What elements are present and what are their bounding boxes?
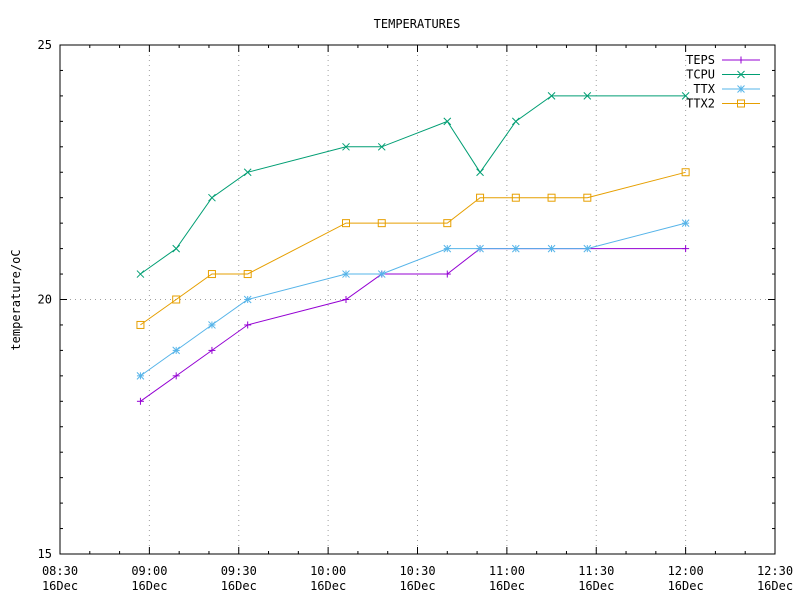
- x-tick-label-time: 12:00: [668, 564, 704, 578]
- y-axis-label: temperature/oC: [9, 249, 23, 350]
- axis-ticks: 15202508:3016Dec09:0016Dec09:3016Dec10:0…: [38, 38, 794, 593]
- x-tick-label-date: 16Dec: [221, 579, 257, 593]
- x-tick-label-date: 16Dec: [131, 579, 167, 593]
- legend-label-tcpu: TCPU: [686, 68, 715, 82]
- series-line-tcpu: [140, 95, 686, 275]
- data-point-ttx2: [511, 193, 520, 202]
- data-point-ttx: [208, 321, 216, 329]
- data-point-ttx2: [342, 219, 350, 228]
- x-tick-label-date: 16Dec: [757, 579, 793, 593]
- data-point-ttx2: [172, 295, 181, 304]
- data-point-ttx2: [136, 320, 145, 329]
- data-point-ttx: [511, 244, 520, 253]
- y-tick-label: 25: [38, 38, 52, 52]
- data-point-ttx: [443, 244, 452, 253]
- data-point-tcpu: [172, 244, 181, 253]
- data-point-tcpu: [681, 92, 690, 100]
- data-point-tcpu: [377, 142, 386, 151]
- legend-marker-teps: [737, 56, 745, 64]
- data-point-tcpu: [511, 117, 520, 126]
- x-tick-label-time: 12:30: [757, 564, 793, 578]
- data-point-ttx: [342, 270, 350, 278]
- data-point-teps: [208, 346, 216, 354]
- legend-marker-tcpu: [737, 70, 745, 79]
- data-point-ttx2: [243, 270, 252, 279]
- y-tick-label: 20: [38, 293, 52, 307]
- legend-label-ttx2: TTX2: [686, 97, 715, 111]
- data-point-teps: [342, 296, 350, 303]
- legend-label-teps: TEPS: [686, 53, 715, 67]
- x-tick-label-time: 11:00: [489, 564, 525, 578]
- x-tick-label-time: 09:00: [131, 564, 167, 578]
- x-tick-label-date: 16Dec: [578, 579, 614, 593]
- data-point-ttx2: [583, 193, 592, 202]
- data-point-ttx2: [443, 219, 452, 228]
- data-point-ttx: [243, 295, 252, 304]
- data-point-tcpu: [342, 142, 350, 151]
- legend-marker-ttx2: [737, 99, 745, 108]
- data-point-tcpu: [583, 92, 592, 100]
- x-tick-label-time: 11:30: [578, 564, 614, 578]
- data-point-ttx: [547, 244, 556, 253]
- data-point-teps: [682, 245, 690, 253]
- series-line-ttx: [140, 222, 686, 377]
- data-point-teps: [172, 372, 180, 380]
- x-tick-label-time: 10:30: [399, 564, 435, 578]
- data-point-ttx2: [207, 270, 216, 279]
- x-tick-label-date: 16Dec: [489, 579, 525, 593]
- data-point-tcpu: [443, 117, 452, 126]
- x-tick-label-date: 16Dec: [399, 579, 435, 593]
- grid-lines: [60, 45, 775, 554]
- data-point-ttx2: [681, 168, 690, 177]
- series-lines: [136, 92, 690, 405]
- data-point-ttx: [136, 371, 145, 380]
- data-point-teps: [136, 397, 144, 405]
- series-line-teps: [140, 248, 686, 402]
- legend-label-ttx: TTX: [693, 82, 715, 96]
- chart-title: TEMPERATURES: [374, 17, 461, 31]
- data-point-tcpu: [136, 270, 145, 278]
- data-point-ttx2: [377, 219, 386, 228]
- data-point-teps: [443, 270, 451, 278]
- x-tick-label-date: 16Dec: [42, 579, 78, 593]
- data-point-tcpu: [243, 168, 252, 177]
- plot-frame: [59, 44, 776, 555]
- x-tick-label-time: 08:30: [42, 564, 78, 578]
- data-point-ttx: [476, 244, 484, 253]
- data-point-teps: [244, 321, 252, 329]
- data-point-tcpu: [547, 92, 556, 100]
- y-tick-label: 15: [38, 547, 52, 561]
- data-point-ttx: [377, 270, 386, 278]
- legend-marker-ttx: [737, 85, 745, 93]
- data-point-ttx: [681, 219, 690, 228]
- data-point-ttx: [583, 244, 592, 253]
- x-tick-label-time: 10:00: [310, 564, 346, 578]
- data-point-tcpu: [476, 168, 484, 177]
- x-tick-label-date: 16Dec: [310, 579, 346, 593]
- x-tick-label-time: 09:30: [221, 564, 257, 578]
- data-point-tcpu: [208, 193, 216, 202]
- series-line-ttx2: [140, 171, 686, 326]
- data-point-ttx: [172, 346, 181, 355]
- x-tick-label-date: 16Dec: [668, 579, 704, 593]
- data-point-ttx2: [547, 193, 556, 202]
- data-point-ttx2: [476, 193, 485, 202]
